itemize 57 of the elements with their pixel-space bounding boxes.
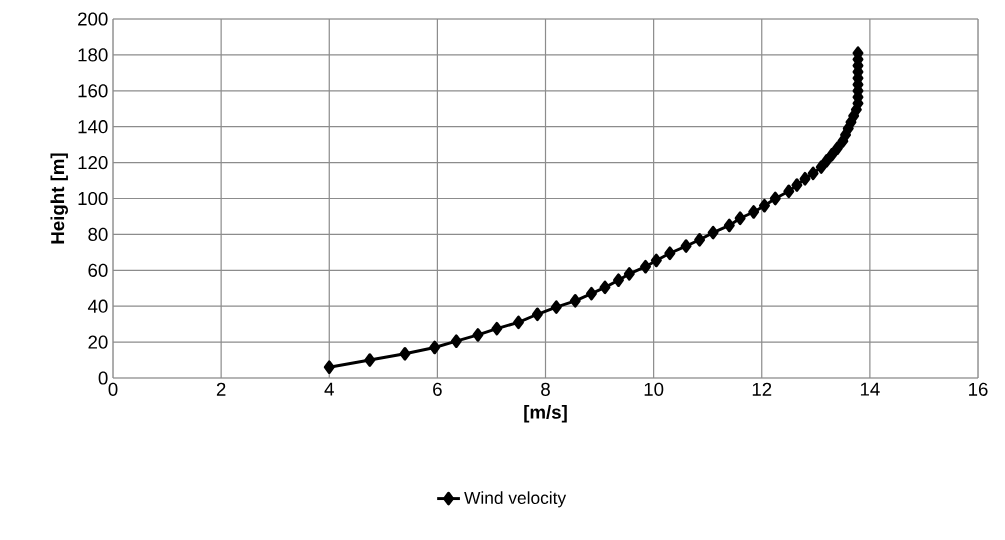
y-tick-label: 60 (88, 263, 108, 277)
point (640, 259, 651, 274)
x-axis-title: [m/s] (524, 405, 567, 423)
y-tick-label: 120 (78, 155, 108, 170)
point (531, 307, 543, 322)
x-tick-label: 4 (324, 382, 334, 396)
y-tick-label: 180 (78, 48, 108, 62)
point (491, 321, 503, 336)
point (707, 225, 719, 240)
y-tick-label: 140 (78, 120, 108, 134)
x-tick-label: 14 (860, 382, 880, 396)
point (791, 178, 803, 192)
y-tick-label: 100 (78, 191, 108, 206)
point (664, 246, 676, 261)
point (623, 267, 635, 281)
point (513, 315, 524, 330)
y-tick-label: 200 (78, 12, 108, 26)
point (783, 184, 795, 199)
point (680, 239, 692, 253)
point (450, 334, 462, 349)
y-tick-label: 20 (88, 335, 108, 349)
point (758, 198, 770, 213)
x-tick-label: 12 (752, 382, 772, 396)
y-tick-label: 0 (98, 371, 108, 385)
point (821, 154, 833, 168)
legend-label: Wind velocity (464, 491, 567, 508)
point (472, 328, 484, 342)
point (807, 166, 819, 181)
y-tick-label: 160 (78, 84, 108, 98)
y-tick-label: 40 (87, 299, 108, 313)
point (650, 253, 662, 268)
point (429, 340, 441, 355)
x-tick-label: 16 (969, 382, 988, 396)
x-tick-label: 2 (216, 382, 226, 396)
point (364, 353, 376, 367)
point (734, 211, 746, 226)
y-axis-title: Height [m] (50, 153, 68, 244)
y-tick-label: 80 (88, 227, 108, 242)
point (569, 294, 581, 308)
point (799, 171, 811, 186)
x-tick-label: 10 (644, 382, 664, 396)
point (550, 300, 562, 314)
point (831, 141, 843, 156)
point (748, 205, 760, 219)
point (694, 232, 706, 247)
point (585, 286, 597, 301)
x-tick-label: 0 (108, 382, 118, 396)
point (399, 346, 411, 361)
point (815, 160, 827, 174)
x-tick-label: 8 (541, 382, 550, 396)
point (769, 191, 781, 206)
x-tick-label: 6 (433, 382, 442, 396)
point (613, 273, 624, 287)
point (599, 280, 611, 295)
point (826, 147, 838, 162)
point (323, 360, 335, 375)
point (723, 218, 735, 233)
